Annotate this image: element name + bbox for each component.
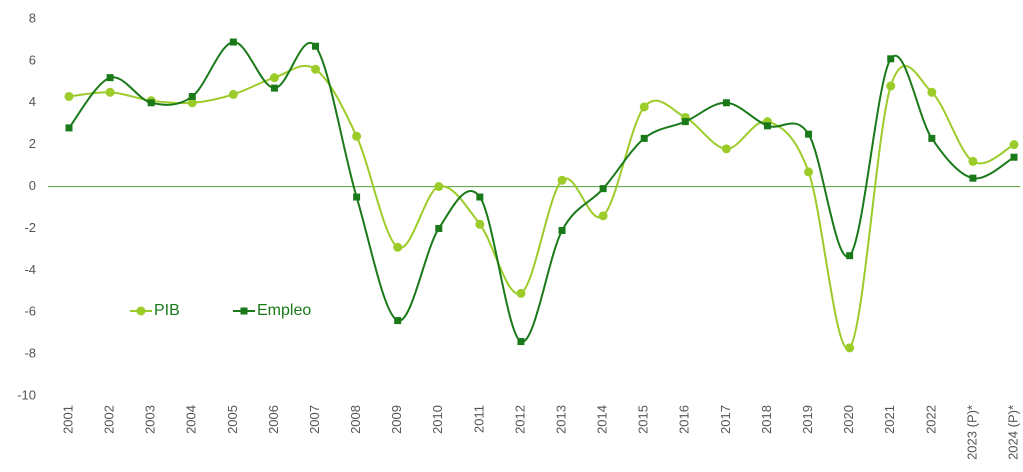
point xyxy=(805,130,813,138)
point xyxy=(352,131,362,141)
point xyxy=(435,224,443,232)
legend-marker xyxy=(240,307,248,315)
point xyxy=(681,118,689,126)
legend-marker xyxy=(136,306,146,316)
y-tick-label: -2 xyxy=(24,220,36,235)
point xyxy=(434,182,444,192)
point xyxy=(270,84,278,92)
point xyxy=(394,317,402,325)
x-tick-label: 2015 xyxy=(636,405,651,434)
point xyxy=(763,122,771,130)
point xyxy=(558,227,566,235)
x-tick-label: 2006 xyxy=(266,405,281,434)
legend-label: PIB xyxy=(154,302,180,319)
x-tick-label: 2013 xyxy=(553,405,568,434)
point xyxy=(886,81,896,91)
point xyxy=(475,219,485,229)
point xyxy=(105,87,115,97)
x-tick-label: 2003 xyxy=(143,405,158,434)
point xyxy=(969,174,977,182)
point xyxy=(312,42,320,50)
series-line xyxy=(68,64,1015,350)
legend-label: Empleo xyxy=(257,302,311,319)
point xyxy=(65,124,73,132)
x-tick-label: 2010 xyxy=(430,405,445,434)
x-tick-label: 2018 xyxy=(759,405,774,434)
series-line xyxy=(68,41,1015,343)
y-tick-label: 4 xyxy=(29,94,36,109)
point xyxy=(187,98,197,108)
x-tick-label: 2005 xyxy=(225,405,240,434)
point xyxy=(804,167,814,177)
x-tick-label: 2002 xyxy=(102,405,117,434)
point xyxy=(476,193,484,201)
point xyxy=(557,175,567,185)
point xyxy=(229,38,237,46)
x-tick-label: 2012 xyxy=(512,405,527,434)
point xyxy=(599,185,607,193)
point xyxy=(1010,153,1018,161)
point xyxy=(721,144,731,154)
point xyxy=(928,134,936,142)
point xyxy=(968,156,978,166)
point xyxy=(228,89,238,99)
point xyxy=(927,87,937,97)
point xyxy=(64,91,74,101)
x-tick-label: 2020 xyxy=(841,405,856,434)
point xyxy=(639,102,649,112)
point xyxy=(598,211,608,221)
y-tick-label: -10 xyxy=(17,387,36,402)
point xyxy=(1009,140,1019,150)
x-tick-label: 2021 xyxy=(882,405,897,434)
point xyxy=(188,92,196,100)
point xyxy=(887,55,895,63)
y-tick-label: 8 xyxy=(29,10,36,25)
point xyxy=(353,193,361,201)
point xyxy=(393,242,403,252)
x-tick-label: 2019 xyxy=(800,405,815,434)
y-tick-label: 6 xyxy=(29,52,36,67)
x-tick-label: 2022 xyxy=(923,405,938,434)
point xyxy=(517,338,525,346)
x-tick-label: 2017 xyxy=(718,405,733,434)
point xyxy=(846,252,854,260)
x-tick-label: 2008 xyxy=(348,405,363,434)
x-tick-label: 2004 xyxy=(184,405,199,434)
point xyxy=(640,134,648,142)
x-tick-label: 2007 xyxy=(307,405,322,434)
x-tick-label: 2014 xyxy=(595,405,610,434)
point xyxy=(269,73,279,83)
point xyxy=(147,99,155,107)
y-tick-label: -4 xyxy=(24,262,36,277)
x-tick-label: 2023 (P)* xyxy=(964,405,979,460)
y-tick-label: -6 xyxy=(24,304,36,319)
point xyxy=(845,343,855,353)
point xyxy=(722,99,730,107)
x-tick-label: 2009 xyxy=(389,405,404,434)
y-tick-label: 0 xyxy=(29,178,36,193)
x-tick-label: 2011 xyxy=(471,405,486,433)
point xyxy=(516,288,526,298)
x-tick-label: 2024 (P)* xyxy=(1005,405,1020,460)
x-tick-label: 2016 xyxy=(677,405,692,434)
point xyxy=(311,64,321,74)
y-tick-label: 2 xyxy=(29,136,36,151)
point xyxy=(106,74,114,82)
x-tick-label: 2001 xyxy=(60,405,75,434)
y-tick-label: -8 xyxy=(24,346,36,361)
